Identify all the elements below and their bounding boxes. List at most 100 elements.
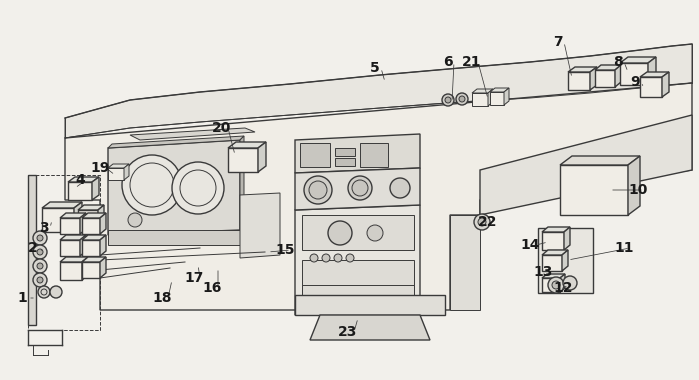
Polygon shape (68, 177, 99, 182)
Circle shape (122, 155, 182, 215)
Circle shape (348, 176, 372, 200)
Polygon shape (295, 205, 420, 315)
Text: 23: 23 (338, 325, 358, 339)
Text: 21: 21 (462, 55, 482, 69)
Polygon shape (42, 208, 74, 232)
Polygon shape (640, 72, 669, 77)
Text: 22: 22 (478, 215, 498, 229)
Circle shape (367, 225, 383, 241)
Bar (335, 158, 355, 166)
Polygon shape (590, 67, 597, 90)
Circle shape (172, 162, 224, 214)
Circle shape (322, 254, 330, 262)
Polygon shape (648, 57, 656, 85)
Polygon shape (542, 232, 564, 250)
Polygon shape (68, 182, 92, 200)
Circle shape (37, 249, 43, 255)
Polygon shape (295, 295, 445, 315)
Polygon shape (615, 65, 621, 87)
Polygon shape (80, 235, 86, 256)
Polygon shape (568, 72, 590, 90)
Text: 20: 20 (212, 121, 231, 135)
Polygon shape (82, 257, 106, 262)
Circle shape (33, 259, 47, 273)
Bar (360, 143, 388, 167)
Polygon shape (78, 210, 98, 230)
Circle shape (474, 214, 490, 230)
Polygon shape (60, 235, 86, 240)
Polygon shape (542, 227, 570, 232)
Circle shape (37, 235, 43, 241)
Polygon shape (490, 92, 504, 105)
Circle shape (346, 254, 354, 262)
Polygon shape (240, 136, 244, 230)
Polygon shape (490, 88, 509, 92)
Polygon shape (82, 262, 100, 278)
Text: 18: 18 (152, 291, 172, 305)
Polygon shape (100, 213, 106, 234)
Polygon shape (562, 250, 568, 271)
Polygon shape (228, 142, 266, 148)
Text: 2: 2 (28, 241, 38, 255)
Polygon shape (60, 240, 80, 256)
Polygon shape (560, 156, 640, 165)
Polygon shape (662, 72, 669, 97)
Text: 11: 11 (614, 241, 634, 255)
Bar (302, 260, 414, 300)
Bar (302, 285, 414, 313)
Polygon shape (60, 257, 88, 262)
Circle shape (445, 97, 451, 103)
Text: 15: 15 (275, 243, 295, 257)
Polygon shape (542, 250, 568, 255)
Polygon shape (488, 89, 493, 106)
Text: 19: 19 (90, 161, 110, 175)
Text: 14: 14 (520, 238, 540, 252)
Circle shape (459, 96, 465, 102)
Text: 10: 10 (628, 183, 648, 197)
Polygon shape (450, 215, 480, 310)
Text: 13: 13 (533, 265, 553, 279)
Polygon shape (564, 227, 570, 250)
Polygon shape (100, 257, 106, 278)
Polygon shape (82, 257, 88, 280)
Circle shape (328, 221, 352, 245)
Polygon shape (98, 205, 104, 230)
Bar (538, 228, 593, 293)
Bar (302, 215, 414, 250)
Polygon shape (542, 278, 560, 292)
Polygon shape (542, 255, 562, 271)
Polygon shape (130, 128, 255, 140)
Polygon shape (108, 136, 244, 148)
Circle shape (33, 273, 47, 287)
Polygon shape (78, 205, 104, 210)
Polygon shape (595, 70, 615, 87)
Polygon shape (310, 315, 430, 340)
Circle shape (334, 254, 342, 262)
Text: 16: 16 (202, 281, 222, 295)
Polygon shape (80, 213, 86, 234)
Polygon shape (92, 177, 99, 200)
Circle shape (352, 180, 368, 196)
Circle shape (390, 178, 410, 198)
Circle shape (309, 181, 327, 199)
Polygon shape (560, 274, 565, 292)
Polygon shape (542, 274, 565, 278)
Text: 5: 5 (370, 61, 380, 75)
Text: 8: 8 (613, 55, 623, 69)
Polygon shape (108, 140, 240, 235)
Circle shape (37, 277, 43, 283)
Circle shape (33, 245, 47, 259)
Polygon shape (100, 235, 106, 256)
Polygon shape (568, 67, 597, 72)
Text: 9: 9 (630, 75, 640, 89)
Polygon shape (228, 148, 258, 172)
Polygon shape (258, 142, 266, 172)
Polygon shape (65, 83, 692, 310)
Circle shape (50, 286, 62, 298)
Polygon shape (124, 164, 129, 180)
Circle shape (552, 281, 560, 289)
Polygon shape (82, 213, 106, 218)
Circle shape (128, 213, 142, 227)
Circle shape (304, 176, 332, 204)
Polygon shape (472, 93, 488, 106)
